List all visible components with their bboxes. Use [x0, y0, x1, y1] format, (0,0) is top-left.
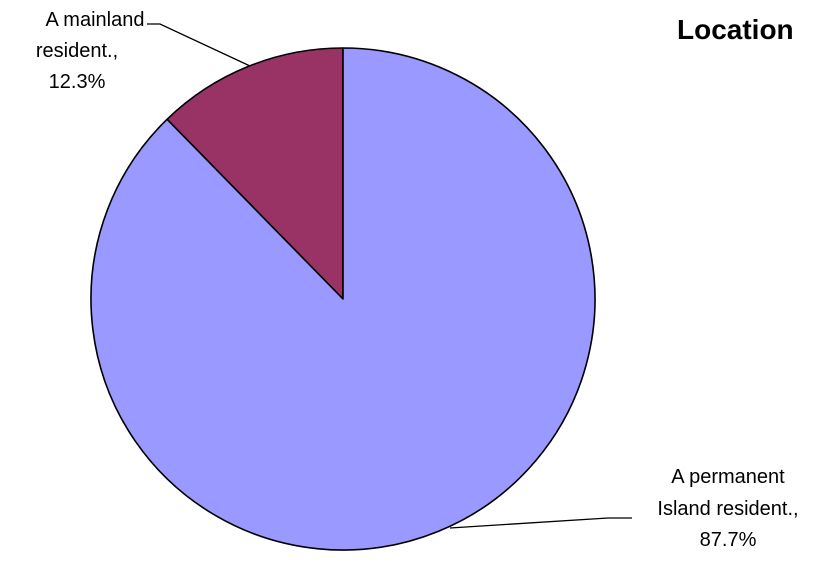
leader-line [147, 23, 251, 67]
pie-slice-mainland-resident [166, 47, 344, 300]
pie-slice-permanent-island-resident [90, 47, 596, 551]
data-label-category: A permanent [671, 466, 785, 488]
chart-title: Location [677, 14, 794, 45]
data-label-category: Island resident., [657, 498, 798, 520]
data-label-value: 87.7% [700, 529, 757, 551]
data-label-category: A mainland [46, 9, 145, 31]
leader-line [449, 517, 632, 529]
data-label-value: 12.3% [49, 71, 106, 93]
data-label-category: resident., [36, 40, 118, 62]
